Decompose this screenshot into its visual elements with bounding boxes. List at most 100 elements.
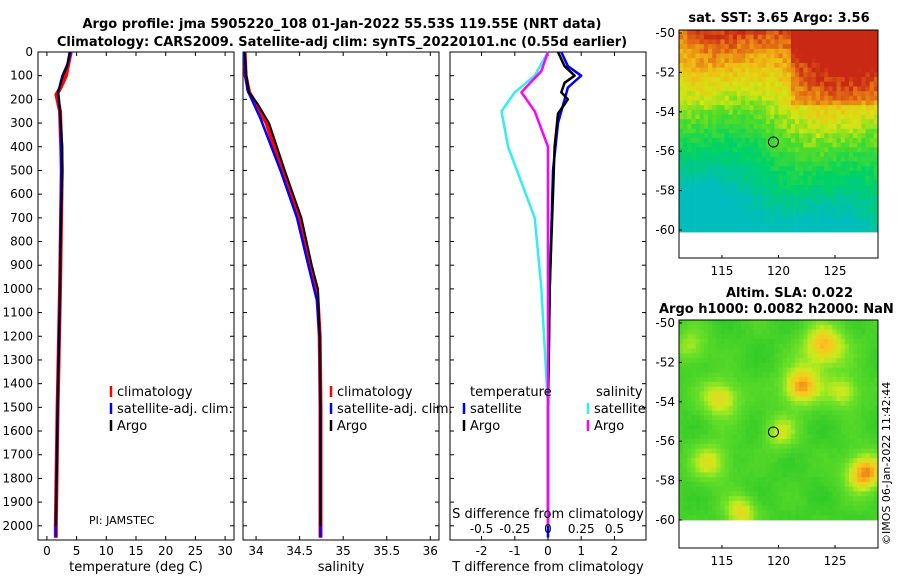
map-cell	[699, 496, 705, 502]
map-cell	[774, 462, 779, 469]
map-cell	[753, 91, 759, 97]
map-cell	[679, 405, 684, 411]
map-cell	[849, 443, 854, 449]
map-cell	[782, 429, 788, 435]
map-cell	[770, 86, 775, 92]
map-cell	[857, 491, 862, 497]
map-cell	[861, 77, 866, 83]
map-cell	[857, 410, 862, 416]
map-cell	[815, 453, 821, 459]
map-cell	[844, 358, 850, 364]
map-cell	[766, 199, 771, 205]
map-cell	[703, 114, 709, 120]
map-cell	[737, 58, 742, 64]
map-cell	[795, 175, 800, 181]
y-tick-label: -52	[655, 65, 675, 79]
map-cell	[799, 510, 804, 516]
map-cell	[782, 203, 788, 209]
map-cell	[811, 109, 817, 115]
map-cell	[778, 486, 783, 492]
map-cell	[857, 510, 862, 516]
map-cell	[853, 334, 858, 340]
map-cell	[815, 133, 821, 139]
map-cell	[786, 496, 792, 502]
map-cell	[799, 467, 804, 473]
map-cell	[683, 156, 688, 162]
y-tick-label: 1600	[2, 424, 33, 438]
map-cell	[807, 170, 812, 176]
map-cell	[761, 30, 767, 36]
map-cell	[720, 30, 725, 36]
map-cell	[766, 496, 771, 502]
map-cell	[836, 152, 841, 158]
map-cell	[795, 185, 800, 191]
map-cell	[828, 170, 833, 176]
map-cell	[695, 152, 701, 158]
map-cell	[865, 348, 871, 354]
map-cell	[741, 462, 746, 469]
map-cell	[703, 152, 709, 158]
x-axis-label: T difference from climatology	[451, 560, 644, 575]
map-cell	[786, 208, 792, 214]
map-cell	[857, 48, 862, 54]
map-cell	[807, 77, 812, 83]
map-cell	[799, 462, 804, 469]
map-cell	[712, 467, 717, 473]
map-cell	[782, 161, 788, 167]
map-cell	[840, 348, 846, 354]
map-cell	[820, 91, 825, 97]
map-cell	[737, 410, 742, 416]
map-cell	[782, 119, 788, 125]
map-cell	[811, 100, 817, 106]
map-cell	[712, 320, 717, 326]
map-cell	[853, 467, 858, 473]
map-cell	[737, 420, 742, 426]
map-cell	[708, 44, 713, 50]
map-cell	[732, 217, 738, 223]
map-cell	[703, 467, 709, 473]
map-cell	[869, 343, 875, 349]
map-cell	[708, 420, 713, 426]
map-cell	[749, 510, 754, 516]
map-cell	[774, 222, 779, 228]
map-cell	[840, 44, 846, 50]
map-cell	[695, 227, 701, 233]
map-cell	[815, 53, 821, 59]
map-cell	[691, 53, 696, 59]
map-cell	[840, 434, 846, 440]
map-cell	[761, 109, 767, 115]
map-cell	[761, 486, 767, 492]
map-cell	[782, 86, 788, 92]
map-cell	[857, 424, 862, 430]
map-cell	[683, 180, 688, 186]
map-cell	[761, 401, 767, 407]
map-cell	[741, 329, 746, 335]
map-cell	[699, 410, 705, 416]
map-cell	[708, 339, 713, 345]
map-cell	[749, 358, 754, 364]
map-cell	[737, 180, 742, 186]
map-cell	[844, 467, 850, 473]
map-cell	[766, 170, 771, 176]
map-cell	[724, 199, 730, 205]
map-cell	[737, 124, 742, 130]
map-cell	[832, 62, 837, 68]
map-cell	[708, 505, 713, 511]
map-cell	[687, 48, 692, 54]
map-cell	[691, 189, 696, 195]
map-cell	[712, 199, 717, 205]
map-cell	[724, 481, 730, 488]
map-cell	[782, 39, 788, 45]
map-cell	[778, 53, 783, 59]
map-cell	[753, 386, 759, 392]
map-cell	[824, 353, 829, 359]
map-cell	[737, 39, 742, 45]
map-cell	[865, 34, 871, 40]
map-cell	[691, 429, 696, 435]
map-cell	[820, 324, 825, 330]
map-cell	[683, 44, 688, 50]
map-cell	[720, 424, 725, 430]
map-cell	[753, 424, 759, 430]
map-cell	[741, 166, 746, 172]
map-cell	[770, 377, 775, 383]
